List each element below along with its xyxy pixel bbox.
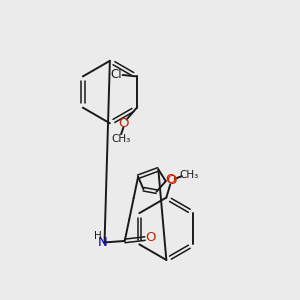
Text: H: H xyxy=(94,231,102,241)
Text: CH₃: CH₃ xyxy=(179,170,198,180)
Text: O: O xyxy=(118,117,129,130)
Text: O: O xyxy=(145,232,155,244)
Text: CH₃: CH₃ xyxy=(111,134,130,144)
Text: O: O xyxy=(166,172,176,186)
Text: O: O xyxy=(167,174,177,187)
Text: N: N xyxy=(98,236,108,249)
Text: Cl: Cl xyxy=(110,68,122,82)
